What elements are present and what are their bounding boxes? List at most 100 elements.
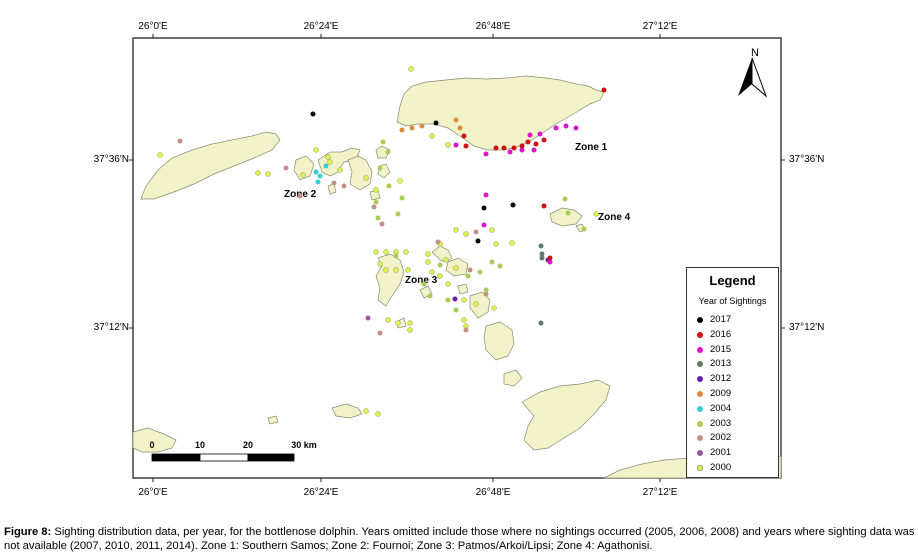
sighting-point-2003: [386, 183, 392, 189]
sighting-point-2000: [407, 327, 413, 333]
legend-swatch: [697, 331, 703, 338]
sighting-point-2016: [525, 139, 531, 145]
sighting-point-2003: [477, 269, 483, 275]
island-kos: [521, 379, 611, 451]
islet: [327, 183, 337, 195]
sighting-point-2017: [510, 202, 516, 208]
sighting-point-2003: [445, 297, 451, 303]
sighting-point-2015: [481, 222, 487, 228]
sighting-point-2002: [377, 330, 383, 336]
sighting-point-2003: [395, 211, 401, 217]
legend-swatch: [697, 317, 703, 323]
sighting-point-2015: [483, 151, 489, 157]
scale-segment: [199, 453, 249, 462]
legend-swatch: [697, 346, 703, 353]
sighting-point-2016: [511, 145, 517, 151]
sighting-point-2000: [453, 265, 459, 271]
sighting-point-2002: [473, 229, 479, 235]
sighting-point-2000: [473, 301, 479, 307]
sighting-point-2004: [315, 179, 321, 185]
sighting-point-2000: [453, 227, 459, 233]
legend-label: 2000: [710, 462, 732, 473]
sighting-point-2003: [581, 226, 587, 232]
sighting-point-2000: [445, 281, 451, 287]
sighting-point-2000: [383, 249, 389, 255]
sighting-point-2002: [283, 165, 289, 171]
sighting-point-2000: [373, 249, 379, 255]
zone-3-label: Zone 3: [405, 275, 438, 286]
sighting-point-2003: [375, 215, 381, 221]
sighting-point-2000: [425, 259, 431, 265]
sighting-point-2015: [563, 123, 569, 129]
sighting-point-2016: [501, 145, 507, 151]
legend-label: 2001: [710, 447, 732, 459]
sighting-point-2015: [573, 125, 579, 131]
legend: Legend Year of Sightings 2017 2016 2015 201…: [686, 267, 779, 478]
sighting-point-2013: [539, 251, 545, 257]
sighting-point-2016: [463, 143, 469, 149]
sighting-point-2000: [443, 257, 449, 263]
top-tick-label: 26°0'E: [138, 21, 168, 32]
sighting-point-2000: [593, 211, 599, 217]
right-tick-label: 37°12'N: [789, 322, 825, 333]
sighting-point-2000: [300, 172, 306, 178]
sighting-point-2001: [365, 315, 371, 321]
left-tick-label: 37°36'N: [93, 154, 129, 165]
sighting-point-2015: [519, 147, 525, 153]
sighting-point-2016: [601, 87, 607, 93]
sighting-point-2009: [419, 123, 425, 129]
sighting-point-2000: [407, 320, 413, 326]
legend-swatch: [697, 405, 703, 412]
sighting-point-2009: [457, 125, 463, 131]
sighting-point-2013: [539, 255, 545, 261]
sighting-point-2000: [509, 240, 515, 246]
sighting-point-2016: [461, 133, 467, 139]
tick-marks: [129, 34, 785, 482]
sighting-point-2000: [395, 320, 401, 326]
legend-title: Legend: [709, 273, 756, 288]
scale-bar: 0 10 20 30 km: [149, 440, 317, 462]
sighting-point-2012: [452, 296, 458, 302]
land-layer: [132, 75, 782, 479]
sighting-point-2000: [385, 317, 391, 323]
sighting-point-2000: [383, 267, 389, 273]
sighting-point-2000: [429, 133, 435, 139]
legend-swatch: [697, 420, 703, 427]
scale-segment: [151, 453, 201, 462]
sighting-point-2016: [533, 141, 539, 147]
sighting-point-2000: [363, 175, 369, 181]
sighting-point-2000: [363, 408, 369, 414]
bottom-tick-label: 26°0'E: [138, 487, 168, 498]
legend-label: 2012: [710, 373, 732, 385]
legend-swatch: [697, 391, 703, 397]
figure-caption: Figure 8: Sighting distribution data, pe…: [4, 526, 916, 553]
island-pserimos: [503, 369, 523, 387]
sighting-point-2015: [453, 142, 459, 148]
islet: [457, 283, 469, 295]
sighting-point-2002: [177, 138, 183, 144]
sighting-point-2016: [541, 137, 547, 143]
island-ikaria: [140, 131, 281, 200]
legend-label: 2009: [710, 388, 732, 399]
island-kalymnos: [483, 321, 515, 361]
sighting-point-2003: [565, 210, 571, 216]
sighting-point-2000: [489, 227, 495, 233]
sighting-point-2000: [377, 261, 383, 267]
sighting-point-2015: [553, 125, 559, 131]
sighting-point-2015: [547, 259, 553, 265]
legend-label: 2016: [710, 328, 732, 340]
sighting-point-2000: [425, 251, 431, 257]
scale-label: 30 km: [291, 440, 317, 450]
bottom-tick-label: 26°24'E: [303, 487, 339, 498]
sighting-point-2017: [481, 205, 487, 211]
sighting-point-2016: [519, 143, 525, 149]
sighting-point-2003: [483, 287, 489, 293]
sighting-point-2000: [408, 66, 414, 72]
sighting-point-2009: [399, 127, 405, 133]
sighting-point-2015: [537, 131, 543, 137]
north-arrow-icon: N: [738, 47, 768, 98]
sighting-point-2000: [491, 305, 497, 311]
sighting-point-2016: [541, 203, 547, 209]
island-leros: [469, 291, 491, 319]
island-fournoi-east: [347, 155, 373, 191]
